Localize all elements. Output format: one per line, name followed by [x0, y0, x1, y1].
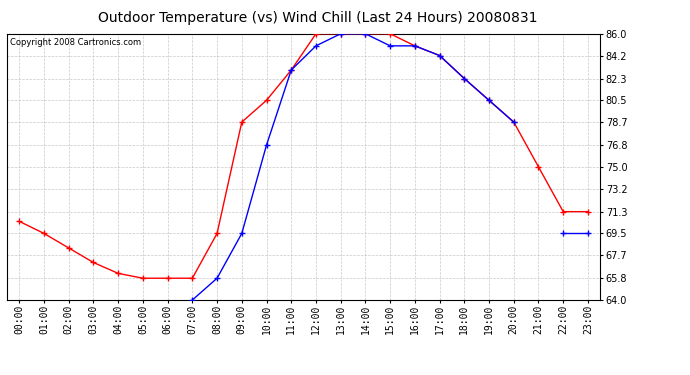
Text: Outdoor Temperature (vs) Wind Chill (Last 24 Hours) 20080831: Outdoor Temperature (vs) Wind Chill (Las… [98, 11, 537, 25]
Text: Copyright 2008 Cartronics.com: Copyright 2008 Cartronics.com [10, 38, 141, 47]
